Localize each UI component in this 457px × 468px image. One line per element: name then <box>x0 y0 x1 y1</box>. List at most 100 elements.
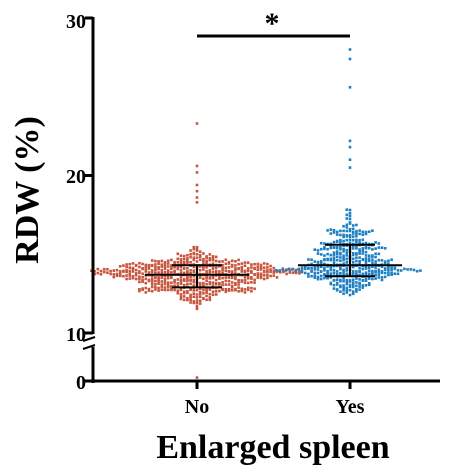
data-point-no <box>150 269 154 272</box>
data-point-no <box>234 288 237 292</box>
data-point-no <box>179 297 183 301</box>
data-point-yes <box>364 232 368 236</box>
data-point-yes <box>374 271 377 274</box>
data-point-no <box>230 259 234 263</box>
data-point-no <box>163 286 167 289</box>
data-point-no <box>205 275 208 278</box>
data-point-yes <box>412 268 416 272</box>
data-point-yes <box>339 259 342 262</box>
data-point-yes <box>335 278 339 281</box>
data-point-yes <box>326 229 329 232</box>
data-point-yes <box>332 254 336 257</box>
data-point-no <box>186 259 189 262</box>
data-point-yes <box>358 238 361 242</box>
data-point-no <box>144 263 148 267</box>
data-point-yes <box>345 266 349 270</box>
data-point-yes <box>351 285 355 289</box>
data-point-no <box>202 284 205 287</box>
data-point-yes <box>339 290 342 293</box>
data-point-no <box>218 282 221 286</box>
data-point-yes <box>348 217 352 221</box>
data-point-yes <box>348 293 352 297</box>
data-point-yes <box>390 266 393 269</box>
data-point-no <box>195 376 199 379</box>
data-point-no <box>141 272 144 275</box>
data-point-yes <box>348 227 352 231</box>
data-point-yes <box>345 261 349 264</box>
data-point-yes <box>387 273 390 277</box>
data-point-yes <box>326 265 329 268</box>
data-point-yes <box>351 230 355 234</box>
data-point-yes <box>319 277 323 281</box>
data-point-yes <box>303 271 307 275</box>
data-point-yes <box>323 276 326 280</box>
data-point-yes <box>383 260 387 263</box>
data-point-yes <box>361 247 365 250</box>
data-point-yes <box>351 265 355 269</box>
data-point-no <box>160 271 164 275</box>
data-point-no <box>106 268 109 271</box>
data-point-yes <box>303 267 307 271</box>
data-point-no <box>192 295 196 299</box>
data-point-no <box>195 253 199 256</box>
data-point-yes <box>326 269 329 273</box>
data-point-yes <box>300 269 304 272</box>
data-point-yes <box>323 266 326 270</box>
data-point-yes <box>406 268 409 271</box>
data-point-yes <box>342 289 345 292</box>
data-point-no <box>176 289 180 292</box>
data-point-yes <box>326 258 329 262</box>
data-point-yes <box>342 233 345 237</box>
data-point-yes <box>300 270 304 274</box>
data-point-no <box>138 271 141 275</box>
data-point-no <box>106 271 109 274</box>
data-point-no <box>166 259 170 263</box>
data-point-yes <box>316 265 320 269</box>
data-point-no <box>272 271 276 274</box>
data-point-no <box>141 280 144 283</box>
data-point-no <box>170 281 173 285</box>
data-point-no <box>138 270 141 273</box>
data-point-no <box>166 265 170 268</box>
data-point-no <box>144 281 148 285</box>
data-point-yes <box>364 257 368 260</box>
data-point-yes <box>339 253 342 256</box>
data-point-no <box>230 284 234 288</box>
data-point-no <box>144 286 148 290</box>
data-point-yes <box>319 274 323 278</box>
data-point-no <box>195 299 199 302</box>
data-point-yes <box>348 241 352 245</box>
data-point-yes <box>393 267 397 271</box>
data-point-no <box>262 262 266 265</box>
data-point-yes <box>355 223 358 227</box>
data-point-no <box>269 270 272 274</box>
data-point-no <box>147 287 151 291</box>
data-point-yes <box>335 258 339 262</box>
data-point-no <box>208 269 212 272</box>
data-point-no <box>192 292 196 295</box>
data-point-no <box>118 274 122 278</box>
data-point-no <box>122 274 125 278</box>
data-point-yes <box>316 268 320 271</box>
data-point-yes <box>316 252 320 255</box>
data-point-no <box>208 258 212 262</box>
data-point-yes <box>371 261 374 265</box>
data-point-no <box>160 288 164 291</box>
data-point-no <box>198 287 202 291</box>
data-points <box>90 48 422 379</box>
data-point-no <box>227 289 231 292</box>
data-point-no <box>160 276 164 279</box>
data-point-no <box>227 279 231 283</box>
data-point-no <box>166 285 170 289</box>
data-point-no <box>198 281 202 285</box>
data-point-no <box>198 255 202 258</box>
data-point-yes <box>332 240 336 244</box>
data-point-yes <box>361 233 365 236</box>
data-point-no <box>186 283 189 286</box>
data-point-no <box>189 275 192 279</box>
data-point-no <box>237 286 240 289</box>
data-point-no <box>230 263 234 267</box>
data-point-no <box>205 279 208 282</box>
data-point-no <box>288 271 292 274</box>
data-point-yes <box>367 272 371 276</box>
